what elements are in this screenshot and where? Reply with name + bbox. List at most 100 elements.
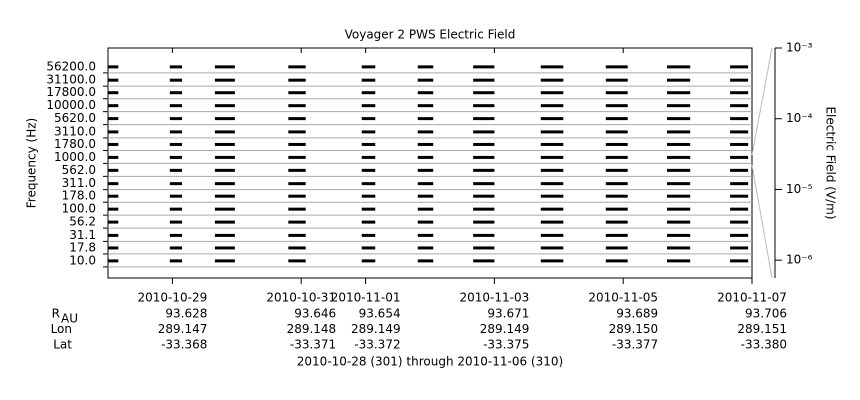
- data-segment: [666, 207, 691, 211]
- y-tick-label: 31100.0: [46, 73, 96, 87]
- ephemeris-value: 289.151: [737, 322, 787, 336]
- data-segment: [214, 117, 235, 121]
- data-segment: [214, 104, 235, 108]
- data-segment: [288, 259, 306, 263]
- data-segment: [361, 142, 376, 146]
- data-segment: [605, 142, 628, 146]
- y-tick-label: 17.8: [69, 240, 96, 254]
- y-tick-label: 5620.0: [54, 111, 96, 125]
- data-segment: [730, 91, 749, 95]
- data-segment: [214, 246, 235, 250]
- ephemeris-value: 289.148: [287, 322, 337, 336]
- data-segment: [288, 220, 306, 224]
- data-segment: [473, 233, 495, 237]
- data-segment: [214, 91, 235, 95]
- data-segment: [540, 220, 564, 224]
- data-segment: [214, 194, 235, 198]
- data-segment: [605, 155, 628, 159]
- data-segment: [361, 65, 376, 69]
- data-segment: [417, 233, 434, 237]
- data-segment: [540, 142, 564, 146]
- data-segment: [417, 155, 434, 159]
- data-segment: [417, 220, 434, 224]
- data-segment: [605, 233, 628, 237]
- data-segment: [730, 142, 749, 146]
- data-segment: [108, 194, 119, 198]
- data-segment: [288, 65, 306, 69]
- data-segment: [361, 259, 376, 263]
- data-segment: [108, 117, 119, 121]
- data-segment: [214, 168, 235, 172]
- data-segment: [666, 168, 691, 172]
- data-segment: [169, 246, 183, 250]
- data-segment: [417, 182, 434, 186]
- data-segment: [288, 78, 306, 82]
- footer: 2010-10-28 (301) through 2010-11-06 (310…: [297, 355, 563, 369]
- data-segment: [730, 65, 749, 69]
- data-segment: [214, 182, 235, 186]
- data-segment: [666, 78, 691, 82]
- data-segment: [288, 142, 306, 146]
- ephemeris-value: -33.372: [354, 338, 400, 352]
- data-segment: [214, 220, 235, 224]
- data-segment: [288, 168, 306, 172]
- data-segment: [108, 104, 119, 108]
- data-segment: [108, 259, 119, 263]
- ephemeris-value: -33.375: [483, 338, 529, 352]
- data-segment: [108, 130, 119, 134]
- data-segment: [473, 65, 495, 69]
- data-segment: [605, 168, 628, 172]
- data-segment: [169, 117, 183, 121]
- data-segment: [169, 130, 183, 134]
- data-segment: [605, 117, 628, 121]
- data-segment: [605, 182, 628, 186]
- ephemeris-value: 93.689: [616, 307, 658, 321]
- ephemeris-value: 289.149: [351, 322, 401, 336]
- data-segment: [666, 91, 691, 95]
- y-tick-label: 311.0: [62, 176, 96, 190]
- data-segment: [730, 78, 749, 82]
- data-segment: [288, 233, 306, 237]
- y-tick-label: 1000.0: [54, 150, 96, 164]
- data-segment: [108, 155, 119, 159]
- data-segment: [540, 207, 564, 211]
- data-segment: [169, 78, 183, 82]
- ephemeris-value: 93.646: [294, 307, 336, 321]
- ephemeris-value: 93.706: [745, 307, 787, 321]
- y2-tick-label: 10⁻⁵: [786, 182, 813, 196]
- data-segment: [417, 104, 434, 108]
- data-segment: [361, 182, 376, 186]
- data-segment: [169, 91, 183, 95]
- data-segment: [108, 207, 119, 211]
- data-segment: [473, 104, 495, 108]
- data-segment: [730, 220, 749, 224]
- ephemeris-value: 93.628: [165, 307, 207, 321]
- data-segment: [417, 168, 434, 172]
- y2-tick-label: 10⁻⁶: [786, 253, 813, 267]
- data-segment: [361, 207, 376, 211]
- data-segment: [361, 220, 376, 224]
- data-segment: [169, 233, 183, 237]
- y-tick-label: 10000.0: [46, 98, 96, 112]
- data-segment: [540, 246, 564, 250]
- ephemeris-label-sub: AU: [61, 312, 78, 326]
- data-segment: [473, 155, 495, 159]
- ephemeris-label: R: [52, 307, 60, 321]
- data-segment: [605, 246, 628, 250]
- data-segment: [473, 142, 495, 146]
- data-segment: [666, 104, 691, 108]
- data-segment: [417, 65, 434, 69]
- data-segment: [730, 182, 749, 186]
- data-segment: [605, 78, 628, 82]
- ephemeris-label: Lat: [53, 338, 72, 352]
- data-segment: [417, 207, 434, 211]
- data-segment: [730, 207, 749, 211]
- x-tick-label: 2010-11-07: [717, 291, 787, 305]
- data-segment: [605, 130, 628, 134]
- data-segment: [730, 117, 749, 121]
- data-segment: [417, 130, 434, 134]
- y-tick-label: 10.0: [69, 253, 96, 267]
- data-segment: [361, 155, 376, 159]
- data-segment: [605, 65, 628, 69]
